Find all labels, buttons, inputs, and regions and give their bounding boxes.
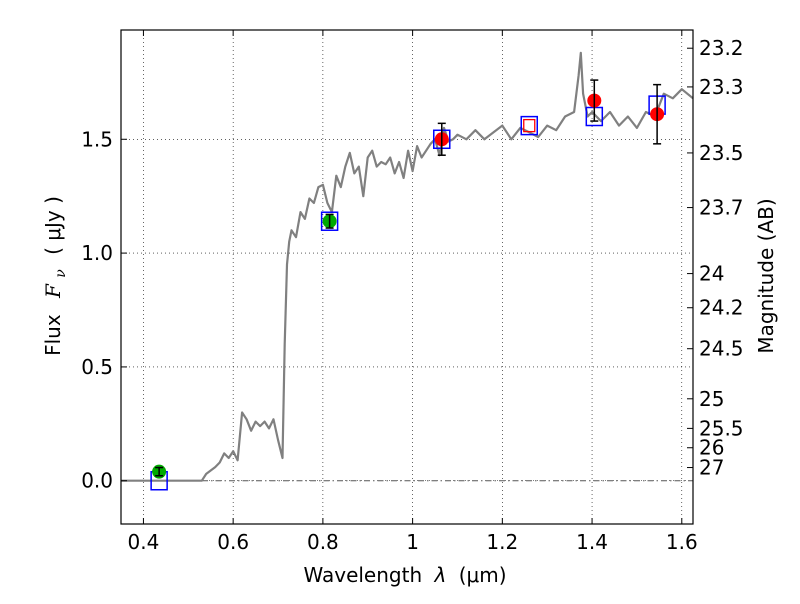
y-ticks: 0.0 0.5 1.0 1.5 bbox=[81, 127, 127, 493]
x-axis-unit: (μm) bbox=[459, 563, 507, 587]
model-square-marker bbox=[523, 118, 536, 133]
photometry-square-marker bbox=[520, 115, 539, 136]
magnitude-tick-label: 26 bbox=[699, 436, 724, 460]
y-tick-label: 0.5 bbox=[81, 355, 113, 379]
y-tick-label: 1.0 bbox=[81, 241, 113, 265]
template-spectrum-layer bbox=[121, 51, 694, 482]
y-tick-label: 0.0 bbox=[81, 469, 113, 493]
magnitude-tick-label: 25.5 bbox=[699, 416, 744, 440]
y-tick-label: 1.5 bbox=[81, 127, 113, 151]
x-tick-label: 1 bbox=[406, 530, 419, 554]
x-axis-label-word: Wavelength bbox=[303, 563, 422, 587]
y-axis-label-word: Flux bbox=[41, 314, 65, 356]
x-ticks: 0.4 0.6 0.8 1 1.2 1.4 1.6 bbox=[128, 30, 698, 554]
y-axis-symbol: F bbox=[41, 283, 65, 299]
x-tick-label: 1.2 bbox=[486, 530, 518, 554]
x-tick-label: 0.8 bbox=[307, 530, 339, 554]
grid bbox=[121, 30, 693, 524]
x-axis-symbol: λ bbox=[434, 563, 447, 587]
x-tick-label: 0.6 bbox=[217, 530, 249, 554]
x-axis-label: Wavelength λ (μm) bbox=[303, 563, 506, 587]
magnitude-tick-label: 25 bbox=[699, 387, 724, 411]
x-tick-label: 0.4 bbox=[128, 530, 160, 554]
magnitude-tick-label: 24 bbox=[699, 262, 724, 286]
magnitude-tick-label: 24.2 bbox=[699, 296, 744, 320]
magnitude-tick-label: 23.7 bbox=[699, 196, 744, 220]
y-axis-label: Flux F ν ( μJy ) bbox=[41, 196, 70, 356]
x-tick-label: 1.6 bbox=[666, 530, 698, 554]
magnitude-tick-label: 23.3 bbox=[699, 75, 744, 99]
y-axis-unit: ( μJy ) bbox=[41, 196, 65, 255]
magnitude-tick-label: 24.5 bbox=[699, 337, 744, 361]
photometry-square-marker bbox=[320, 211, 339, 231]
y2-axis-label: Magnitude (AB) bbox=[754, 198, 778, 353]
magnitude-tick-label: 23.5 bbox=[699, 141, 744, 165]
markers bbox=[150, 79, 666, 491]
template-spectrum-line bbox=[121, 51, 694, 482]
plot-frame bbox=[120, 29, 694, 525]
magnitude-tick-label: 27 bbox=[699, 456, 724, 480]
y-axis-subscript: ν bbox=[53, 269, 69, 278]
x-tick-label: 1.4 bbox=[576, 530, 608, 554]
magnitude-tick-label: 23.2 bbox=[699, 36, 744, 60]
